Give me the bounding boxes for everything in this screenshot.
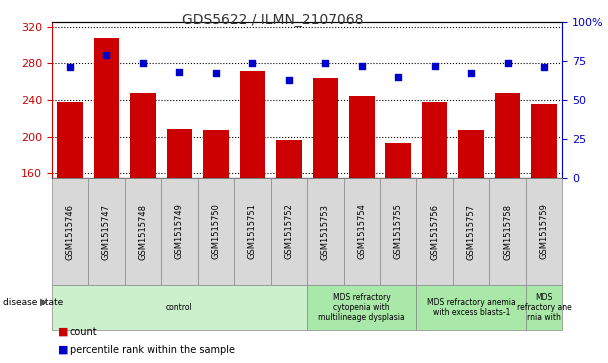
Text: ■: ■ [58, 327, 68, 337]
Bar [130, 93, 156, 320]
Bar [161, 178, 198, 285]
Text: count: count [70, 327, 97, 337]
Text: GSM1515753: GSM1515753 [321, 204, 330, 260]
Text: control: control [166, 303, 193, 312]
Point [539, 64, 549, 70]
Text: GSM1515757: GSM1515757 [467, 204, 475, 260]
Text: GSM1515748: GSM1515748 [139, 204, 147, 260]
Bar [416, 178, 453, 285]
Text: GSM1515751: GSM1515751 [248, 204, 257, 260]
Bar [531, 104, 557, 320]
Bar [489, 178, 526, 285]
Bar [234, 178, 271, 285]
Bar [385, 143, 411, 320]
Bar [422, 102, 447, 320]
Bar [88, 178, 125, 285]
Point [357, 63, 367, 69]
Text: GSM1515758: GSM1515758 [503, 204, 512, 260]
Text: GDS5622 / ILMN_2107068: GDS5622 / ILMN_2107068 [182, 13, 364, 27]
Bar [271, 178, 307, 285]
Text: MDS
refractory ane
rnia with: MDS refractory ane rnia with [517, 293, 572, 322]
Text: MDS refractory
cytopenia with
multilineage dysplasia: MDS refractory cytopenia with multilinea… [319, 293, 405, 322]
Text: GSM1515747: GSM1515747 [102, 204, 111, 260]
Point [138, 60, 148, 65]
Point [247, 60, 257, 65]
Bar [125, 178, 161, 285]
Text: MDS refractory anemia
with excess blasts-1: MDS refractory anemia with excess blasts… [427, 298, 516, 317]
Bar [94, 38, 119, 320]
Bar [313, 78, 338, 320]
Bar [198, 178, 234, 285]
Text: GSM1515746: GSM1515746 [66, 204, 74, 260]
Bar [416, 285, 526, 330]
Point [284, 77, 294, 83]
Text: ■: ■ [58, 345, 68, 355]
Text: GSM1515755: GSM1515755 [394, 204, 402, 260]
Bar [495, 93, 520, 320]
Point [393, 74, 403, 79]
Point [65, 64, 75, 70]
Bar [307, 285, 416, 330]
Bar [167, 129, 192, 320]
Point [503, 60, 513, 65]
Text: ▶: ▶ [40, 297, 47, 307]
Bar [307, 178, 344, 285]
Bar [349, 96, 375, 320]
Point [211, 70, 221, 76]
Bar [526, 285, 562, 330]
Bar [52, 285, 307, 330]
Point [430, 63, 440, 69]
Point [320, 60, 330, 65]
Point [102, 52, 111, 58]
Bar [240, 71, 265, 320]
Bar [52, 178, 88, 285]
Bar [458, 130, 484, 320]
Bar [344, 178, 380, 285]
Text: GSM1515750: GSM1515750 [212, 204, 220, 260]
Bar [57, 102, 83, 320]
Text: GSM1515749: GSM1515749 [175, 204, 184, 260]
Text: percentile rank within the sample: percentile rank within the sample [70, 345, 235, 355]
Bar [380, 178, 416, 285]
Bar [526, 178, 562, 285]
Text: GSM1515756: GSM1515756 [430, 204, 439, 260]
Point [466, 70, 476, 76]
Bar [276, 140, 302, 320]
Text: GSM1515759: GSM1515759 [540, 204, 548, 260]
Bar [453, 178, 489, 285]
Text: GSM1515752: GSM1515752 [285, 204, 293, 260]
Text: disease state: disease state [3, 298, 63, 307]
Bar [203, 130, 229, 320]
Point [174, 69, 184, 75]
Text: GSM1515754: GSM1515754 [358, 204, 366, 260]
